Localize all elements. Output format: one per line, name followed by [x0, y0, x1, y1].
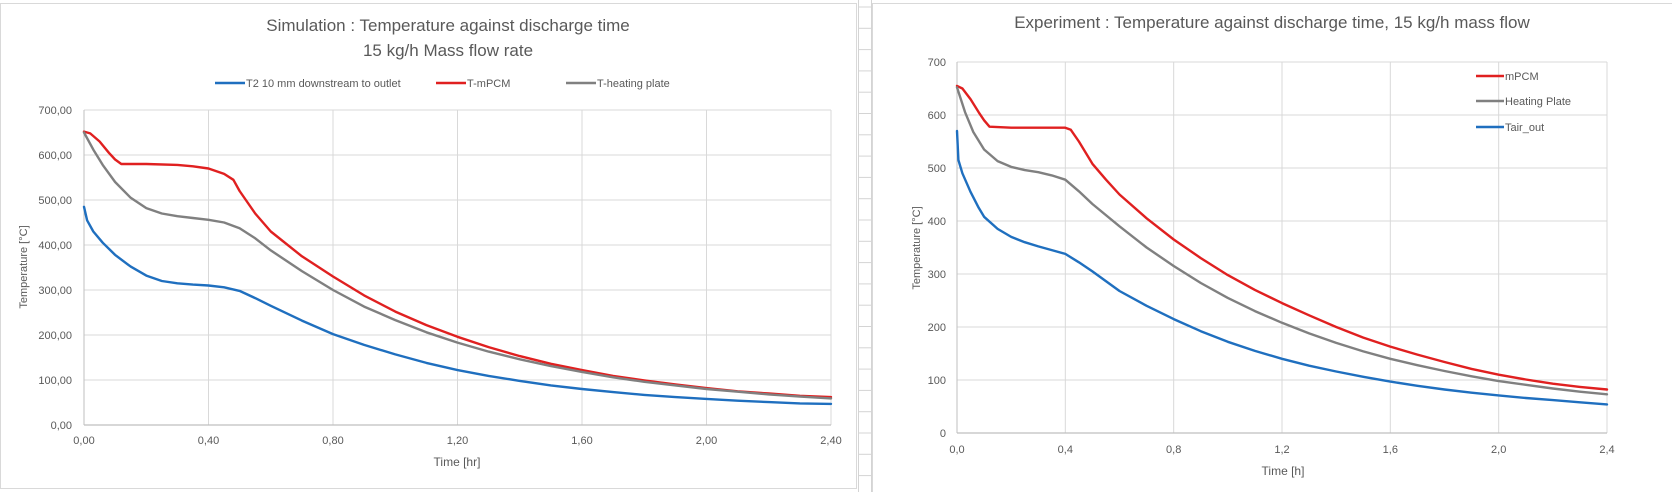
- x-tick-label: 0,80: [322, 435, 343, 447]
- series-line-t-heating-plate: [82, 131, 833, 400]
- x-tick-labels: 0,00 0,40 0,80 1,20 1,60 2,00 2,40: [73, 435, 841, 447]
- legend-label: Tair_out: [1505, 122, 1544, 134]
- y-axis-label: Temperature [°C]: [18, 225, 30, 308]
- y-tick-label: 600,00: [38, 150, 72, 162]
- x-axis-label: Time [hr]: [434, 455, 481, 469]
- y-tick-label: 400,00: [38, 240, 72, 252]
- x-tick-label: 1,20: [447, 435, 468, 447]
- legend: T2 10 mm downstream to outlet T-mPCM T-hea…: [215, 78, 670, 90]
- simulation-chart: Simulation : Temperature against dischar…: [18, 16, 842, 469]
- y-tick-label: 400: [928, 216, 946, 228]
- chart-title: Experiment : Temperature against dischar…: [1014, 13, 1530, 32]
- x-tick-label: 1,60: [571, 435, 592, 447]
- y-tick-label: 100: [928, 375, 946, 387]
- x-tick-label: 2,40: [820, 435, 841, 447]
- y-tick-label: 200: [928, 322, 946, 334]
- spreadsheet-cell-grid: [858, 0, 872, 492]
- x-tick-labels: 0,0 0,4 0,8 1,2 1,6 2,0 2,4: [949, 444, 1614, 456]
- x-tick-label: 1,2: [1274, 444, 1289, 456]
- legend-label: T-mPCM: [467, 78, 510, 90]
- x-tick-label: 0,8: [1166, 444, 1181, 456]
- x-tick-label: 0,40: [198, 435, 219, 447]
- legend: mPCM Heating Plate Tair_out: [1476, 71, 1571, 134]
- y-tick-labels: 0,00 100,00 200,00 300,00 400,00 500,00 600,00…: [38, 105, 72, 432]
- y-axis-label: Temperature [°C]: [911, 206, 923, 289]
- x-tick-label: 2,4: [1599, 444, 1614, 456]
- series-line-t2-10-mm-downstream-to-outlet: [82, 205, 833, 406]
- legend-label: mPCM: [1505, 71, 1539, 83]
- y-tick-label: 700,00: [38, 105, 72, 117]
- y-tick-label: 700: [928, 57, 946, 69]
- legend-label: Heating Plate: [1505, 96, 1571, 108]
- x-tick-label: 2,0: [1491, 444, 1506, 456]
- series-line-tair-out: [955, 129, 1609, 406]
- x-tick-label: 2,00: [696, 435, 717, 447]
- y-tick-label: 0: [940, 428, 946, 440]
- x-tick-label: 1,6: [1383, 444, 1398, 456]
- series-line-heating-plate: [955, 86, 1609, 396]
- gridlines: [83, 109, 832, 426]
- gridlines: [956, 61, 1608, 434]
- experiment-chart: Experiment : Temperature against dischar…: [911, 13, 1615, 478]
- legend-label: T-heating plate: [597, 78, 670, 90]
- y-tick-label: 200,00: [38, 330, 72, 342]
- y-tick-label: 300: [928, 269, 946, 281]
- experiment-chart-frame[interactable]: [872, 3, 1672, 492]
- y-tick-label: 600: [928, 110, 946, 122]
- y-tick-label: 300,00: [38, 285, 72, 297]
- series-line-mpcm: [955, 84, 1609, 391]
- y-tick-label: 500,00: [38, 195, 72, 207]
- chart-title: Simulation : Temperature against dischar…: [266, 16, 629, 35]
- x-axis-label: Time [h]: [1262, 464, 1305, 478]
- simulation-chart-frame[interactable]: [0, 3, 857, 489]
- series-lines: [82, 130, 833, 406]
- series-lines: [955, 84, 1609, 406]
- y-tick-label: 0,00: [51, 420, 72, 432]
- x-tick-label: 0,00: [73, 435, 94, 447]
- y-tick-label: 500: [928, 163, 946, 175]
- x-tick-label: 0,4: [1058, 444, 1073, 456]
- x-tick-label: 0,0: [949, 444, 964, 456]
- y-tick-label: 100,00: [38, 375, 72, 387]
- y-tick-labels: 0 100 200 300 400 500 600 700: [928, 57, 946, 440]
- chart-subtitle: 15 kg/h Mass flow rate: [363, 41, 533, 60]
- legend-label: T2 10 mm downstream to outlet: [246, 78, 401, 90]
